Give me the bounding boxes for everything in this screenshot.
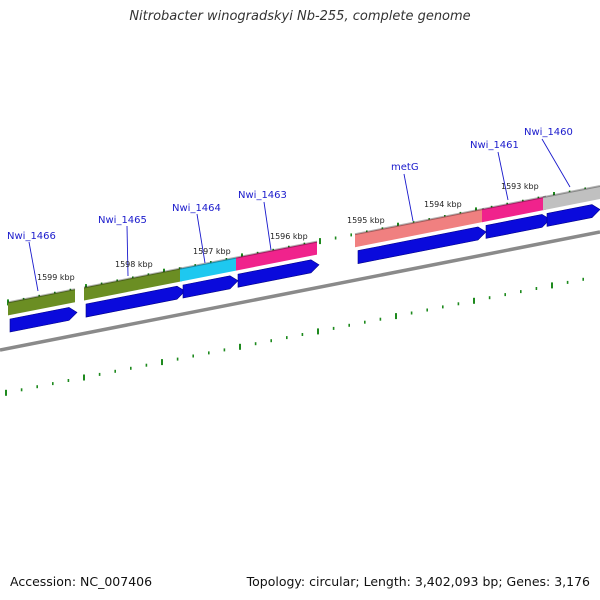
cds-arrow [85, 285, 186, 318]
cds-arrow-track [9, 204, 600, 333]
callout-line [126, 225, 129, 277]
gene-label-nwi-1461: Nwi_1461 [470, 140, 519, 151]
gene-label-nwi-1466: Nwi_1466 [7, 231, 56, 242]
gene-label-nwi-1465: Nwi_1465 [98, 215, 147, 226]
kbp-label-1596: 1596 kbp [270, 232, 308, 241]
cds-arrow [546, 204, 600, 227]
gene-bar-edge [7, 288, 76, 304]
kbp-label-1593: 1593 kbp [501, 182, 539, 191]
gene-label-nwi-1460: Nwi_1460 [524, 127, 573, 138]
gene-bar-edge [235, 240, 318, 259]
callout-line [403, 173, 414, 222]
gene-bar [8, 289, 75, 316]
inner-tick-marks [5, 277, 585, 396]
gene-bar [236, 241, 317, 271]
gene-bar-edge [179, 256, 237, 270]
callout-line [497, 151, 509, 201]
gene-bar [482, 196, 546, 223]
kbp-label-1597: 1597 kbp [193, 247, 231, 256]
map-title: Nitrobacter winogradskyi Nb-255, complet… [129, 9, 471, 24]
cds-arrow [485, 214, 551, 239]
gene-label-metg: metG [391, 162, 419, 173]
gene-bar [84, 268, 182, 301]
gene-bar [180, 257, 236, 282]
gene-bar-edge [83, 267, 183, 289]
gene-callout-lines [28, 138, 571, 292]
gene-label-nwi-1463: Nwi_1463 [238, 190, 287, 201]
cds-arrow [237, 259, 320, 288]
callout-line [28, 241, 39, 292]
kbp-label-1594: 1594 kbp [424, 200, 462, 209]
genome-backbone [0, 230, 600, 352]
gene-bar-edge [481, 195, 547, 211]
gene-bar [543, 186, 600, 211]
kbp-label-1599: 1599 kbp [37, 273, 75, 282]
callout-line [196, 213, 206, 264]
cds-arrow [9, 307, 78, 333]
callout-line [263, 201, 272, 251]
cds-arrow [357, 226, 487, 264]
gene-bar [355, 208, 484, 248]
cds-arrow [182, 275, 239, 299]
callout-line [541, 138, 571, 188]
gene-feature-track [7, 185, 600, 316]
gene-bar-edge [354, 207, 485, 236]
gene-label-nwi-1464: Nwi_1464 [172, 203, 221, 214]
kbp-label-1595: 1595 kbp [347, 216, 385, 225]
topology-text: Topology: circular; Length: 3,402,093 bp… [246, 574, 590, 589]
gene-bar-edge [542, 185, 600, 199]
accession-text: Accession: NC_007406 [10, 574, 153, 589]
kbp-label-1598: 1598 kbp [115, 260, 153, 269]
